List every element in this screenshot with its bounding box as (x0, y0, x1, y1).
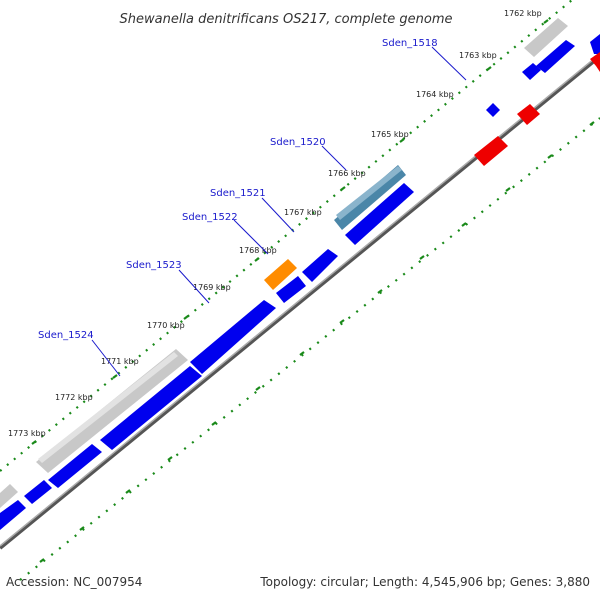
kbp-label-1773: 1773 kbp (8, 429, 46, 438)
kbp-label-1769: 1769 kbp (193, 283, 231, 292)
kbp-label-1772: 1772 kbp (55, 393, 93, 402)
gene-feature[interactable] (0, 484, 18, 508)
gene-label-sden-1521[interactable]: Sden_1521 (210, 188, 266, 199)
kbp-label-1765: 1765 kbp (371, 130, 409, 139)
gene-feature[interactable] (36, 349, 188, 473)
outer-ruler (0, 0, 573, 472)
genome-summary-text: Topology: circular; Length: 4,545,906 bp… (259, 575, 590, 589)
kbp-label-1763: 1763 kbp (459, 51, 497, 60)
gene-feature[interactable] (100, 366, 202, 450)
gene-label-sden-1523[interactable]: Sden_1523 (126, 260, 182, 271)
kbp-labels: 1762 kbp 1763 kbp 1764 kbp 1765 kbp 1766… (8, 9, 542, 438)
gene-feature (336, 166, 402, 220)
gene-feature[interactable] (24, 480, 52, 504)
gene-feature[interactable] (345, 183, 414, 245)
gene-feature[interactable] (590, 34, 600, 54)
gene-feature[interactable] (536, 40, 575, 73)
kbp-label-1766: 1766 kbp (328, 169, 366, 178)
kbp-label-1767: 1767 kbp (284, 208, 322, 217)
gene-feature[interactable] (524, 18, 568, 57)
inner-ruler-ticks (39, 121, 595, 563)
forward-strand-genes[interactable] (0, 18, 600, 530)
gene-label-sden-1522[interactable]: Sden_1522 (182, 212, 238, 223)
kbp-label-1770: 1770 kbp (147, 321, 185, 330)
kbp-label-1768: 1768 kbp (239, 246, 277, 255)
gene-feature[interactable] (0, 500, 26, 530)
gene-feature[interactable] (486, 103, 500, 117)
reverse-strand-genes[interactable] (474, 52, 600, 166)
gene-label-sden-1524[interactable]: Sden_1524 (38, 330, 94, 341)
kbp-label-1771: 1771 kbp (101, 357, 139, 366)
gene-feature[interactable] (302, 249, 338, 282)
label-leader-lines (91, 46, 467, 377)
kbp-label-1764: 1764 kbp (416, 90, 454, 99)
inner-ruler (19, 117, 600, 581)
gene-feature[interactable] (590, 52, 600, 72)
gene-feature-sden-1522[interactable] (264, 259, 297, 290)
accession-text: Accession: NC_007954 (6, 575, 142, 589)
gene-feature[interactable] (517, 104, 540, 125)
gene-labels[interactable]: Sden_1518 Sden_1520 Sden_1521 Sden_1522 … (38, 38, 438, 341)
gene-feature[interactable] (276, 276, 306, 303)
outer-ruler-ticks (31, 19, 549, 445)
gene-feature[interactable] (48, 444, 102, 488)
gene-label-sden-1520[interactable]: Sden_1520 (270, 137, 326, 148)
gene-label-sden-1518[interactable]: Sden_1518 (382, 38, 438, 49)
gene-feature[interactable] (474, 136, 508, 166)
genome-title: Shewanella denitrificans OS217, complete… (120, 12, 453, 27)
genome-backbone (0, 53, 600, 550)
gene-feature[interactable] (522, 63, 541, 80)
gene-feature (38, 352, 178, 463)
gene-feature[interactable] (190, 300, 276, 374)
kbp-label-1762: 1762 kbp (504, 9, 542, 18)
